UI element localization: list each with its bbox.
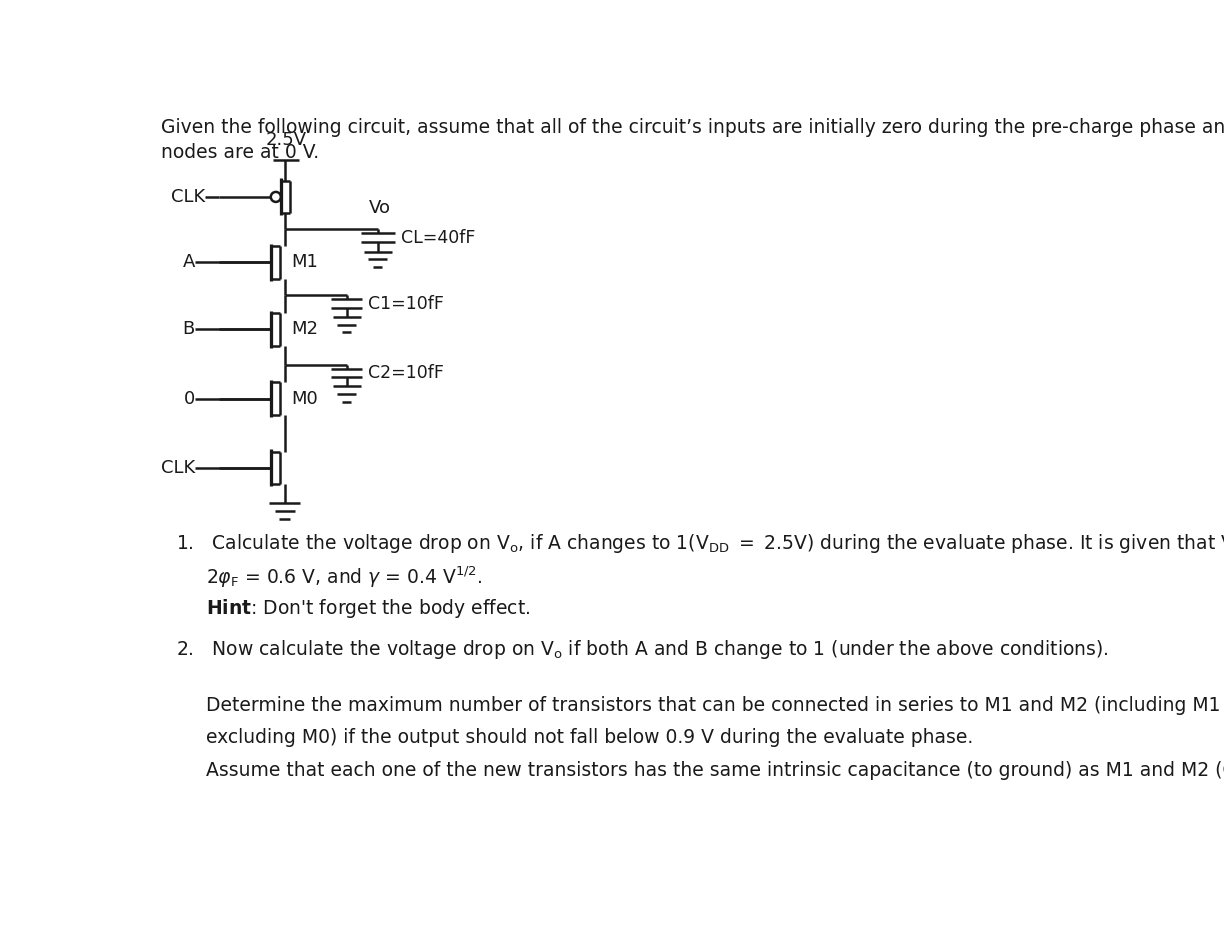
Text: M0: M0 (291, 390, 318, 408)
Text: Determine the maximum number of transistors that can be connected in series to M: Determine the maximum number of transist… (206, 696, 1224, 715)
Text: CL=40fF: CL=40fF (401, 228, 475, 246)
Text: $\bf{Hint}$: Don't forget the body effect.: $\bf{Hint}$: Don't forget the body effec… (206, 596, 530, 620)
Text: M1: M1 (291, 253, 318, 271)
Text: C2=10fF: C2=10fF (368, 364, 444, 382)
Text: excluding M0) if the output should not fall below 0.9 V during the evaluate phas: excluding M0) if the output should not f… (206, 728, 973, 747)
Text: A: A (182, 253, 195, 271)
Text: Assume that each one of the new transistors has the same intrinsic capacitance (: Assume that each one of the new transist… (206, 760, 1224, 779)
Text: M2: M2 (291, 320, 318, 338)
Text: 0: 0 (184, 390, 195, 408)
Text: B: B (182, 320, 195, 338)
Text: Vo: Vo (368, 199, 390, 217)
Text: C1=10fF: C1=10fF (368, 295, 444, 313)
Text: 2.5V: 2.5V (266, 131, 307, 149)
Text: 2$\varphi_\mathrm{F}$ = 0.6 V, and $\gamma$ = 0.4 V$^{1/2}$.: 2$\varphi_\mathrm{F}$ = 0.6 V, and $\gam… (206, 564, 482, 590)
Text: CLK: CLK (160, 459, 195, 477)
Text: CLK: CLK (170, 188, 204, 206)
Text: 1.   Calculate the voltage drop on V$_\mathrm{o}$, if A changes to 1(V$_\mathrm{: 1. Calculate the voltage drop on V$_\mat… (176, 532, 1224, 555)
Text: nodes are at 0 V.: nodes are at 0 V. (160, 143, 319, 162)
Text: 2.   Now calculate the voltage drop on V$_\mathrm{o}$ if both A and B change to : 2. Now calculate the voltage drop on V$_… (176, 638, 1109, 661)
Text: Given the following circuit, assume that all of the circuit’s inputs are initial: Given the following circuit, assume that… (160, 118, 1224, 137)
